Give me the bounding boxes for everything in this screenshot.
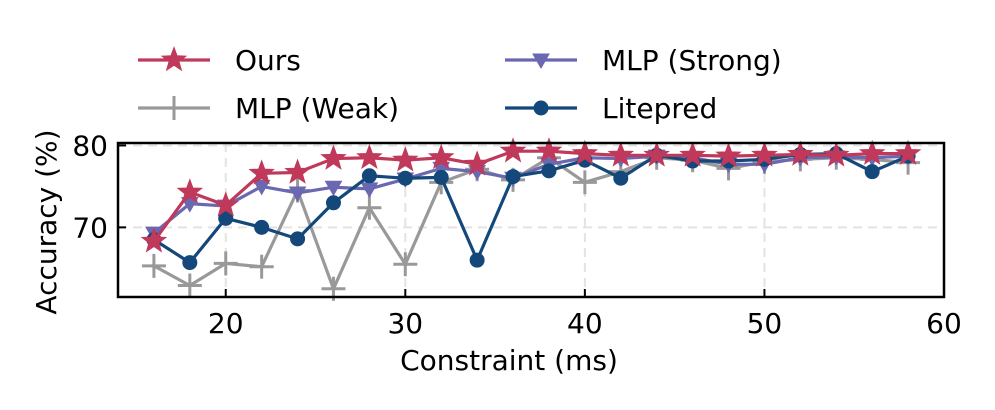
point-ours-30 [392,146,419,172]
y-axis-label: Accuracy (%) [30,129,63,314]
point-mlp-strong-26 [324,180,343,197]
point-litepred-18 [182,255,198,271]
y-tick-label-70: 70 [72,211,108,244]
legend-marker-mlp-weak [162,96,186,120]
series-line-litepred [153,152,909,265]
point-ours-58 [894,139,922,165]
point-ours-56 [858,139,886,165]
point-ours-22 [248,159,275,185]
point-litepred-34 [469,252,485,268]
x-tick-label-30: 30 [387,307,423,340]
point-ours-34 [463,150,491,176]
point-ours-48 [715,142,742,168]
point-mlp-weak-22 [249,254,274,279]
point-mlp-weak-30 [393,252,418,277]
legend: Ours MLP (Weak) MLP (Strong) Litepred [138,44,782,125]
grid-lines [118,143,945,297]
legend-item-litepred: Litepred [505,92,717,125]
point-litepred-42 [613,170,629,186]
x-tick-label-40: 40 [567,307,603,340]
legend-marker-mlp-strong [532,53,550,70]
point-ours-50 [751,141,778,167]
point-mlp-weak-18 [177,273,202,298]
point-ours-46 [679,141,706,167]
series-line-mlp-strong [152,154,909,235]
point-ours-28 [356,143,383,170]
point-litepred-30 [397,170,413,186]
legend-item-ours: Ours [138,44,301,77]
point-litepred-32 [433,169,449,185]
point-ours-16 [140,227,168,253]
point-ours-38 [535,137,563,163]
point-mlp-weak-40 [572,170,597,195]
point-litepred-36 [505,169,521,185]
point-mlp-weak-28 [357,195,382,220]
series-lines [140,137,922,301]
x-tick-label-50: 50 [747,307,783,340]
point-mlp-weak-16 [141,253,166,278]
axis-ticks: 20 30 40 50 60 70 80 [72,129,961,340]
legend-item-mlp-strong: MLP (Strong) [505,44,782,77]
point-ours-18 [176,178,204,204]
point-litepred-22 [254,219,270,235]
point-litepred-38 [541,163,557,179]
point-litepred-20 [218,210,234,226]
point-ours-54 [822,141,850,167]
series-ours [140,137,922,253]
x-tick-label-20: 20 [208,307,244,340]
x-axis-label: Constraint (ms) [400,344,618,377]
point-ours-40 [571,139,599,165]
legend-label-mlp-strong: MLP (Strong) [602,44,782,77]
point-ours-52 [787,140,814,166]
x-tick-label-60: 60 [926,307,962,340]
legend-marker-litepred [533,100,549,116]
plot-frame [116,141,946,299]
point-ours-20 [212,191,240,217]
point-ours-24 [284,158,311,184]
point-mlp-weak-20 [213,251,238,276]
legend-marker-ours [160,46,188,72]
point-ours-36 [499,137,527,163]
point-mlp-strong-24 [288,186,307,202]
point-ours-44 [643,141,670,167]
point-litepred-26 [325,195,341,211]
legend-label-ours: Ours [235,44,301,77]
point-ours-32 [427,143,455,170]
point-ours-42 [607,141,635,167]
point-ours-26 [320,144,347,170]
point-litepred-24 [290,231,306,247]
y-tick-label-80: 80 [72,129,108,162]
point-mlp-strong-22 [252,179,271,196]
legend-label-mlp-weak: MLP (Weak) [235,92,399,125]
series-line-ours [152,149,909,243]
point-litepred-56 [864,164,880,180]
legend-label-litepred: Litepred [602,92,717,125]
legend-item-mlp-weak: MLP (Weak) [138,92,399,125]
point-litepred-28 [361,168,377,184]
